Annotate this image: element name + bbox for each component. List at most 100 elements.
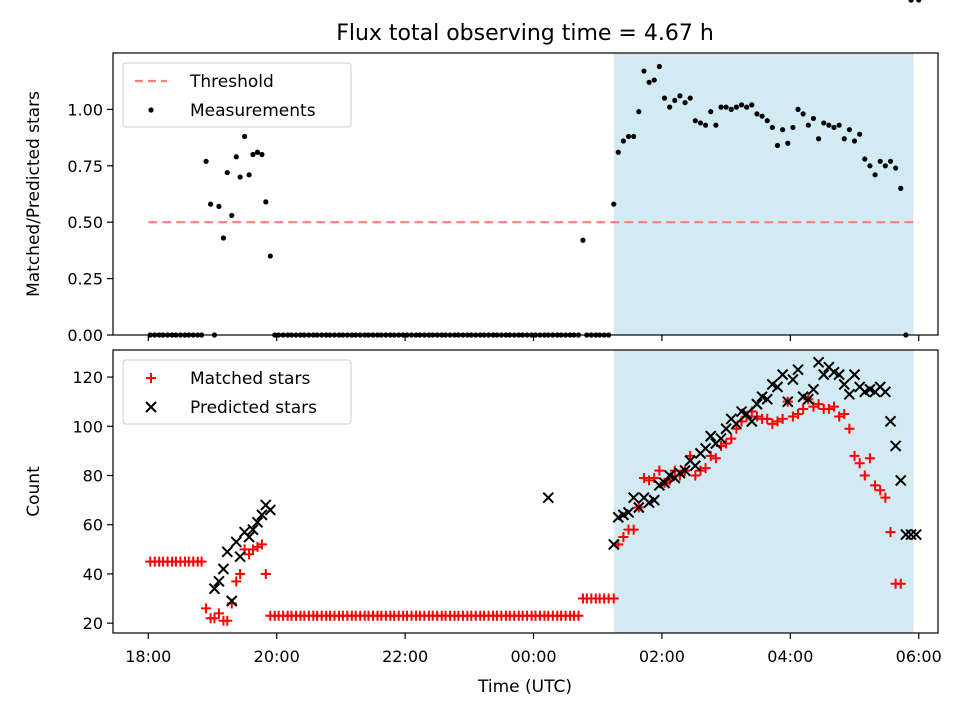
data-point [885,527,896,538]
data-point [628,524,639,535]
data-point [700,463,711,474]
data-point [900,528,912,541]
data-point [821,120,827,126]
data-point [895,474,907,487]
data-point [720,423,732,435]
data-point [846,127,853,133]
data-point [843,388,856,401]
data-point [908,0,914,3]
y-tick-label: 0.50 [67,213,103,232]
data-point [608,538,620,551]
data-point [761,393,773,405]
data-point [217,563,230,575]
data-point [267,253,273,259]
data-point [826,122,832,128]
data-point [685,450,696,461]
data-point [208,582,221,595]
axes-frame [112,52,939,336]
data-point [864,453,875,464]
data-point [661,95,668,101]
data-point [841,136,847,142]
data-point [695,465,706,476]
data-point [708,109,714,115]
ratio-panel: 0.00 0.25 0.50 0.75 1.00 Matched/Predicted st… [24,0,939,345]
data-point [787,373,799,386]
data-point [887,158,894,164]
data-point [898,185,904,191]
data-point [746,415,758,428]
data-point [812,356,825,369]
data-point [625,133,632,140]
data-point [749,102,755,108]
data-point [854,458,865,469]
data-point [672,97,678,103]
data-point [702,122,709,128]
data-point [256,509,268,521]
y-tick-label: 1.00 [67,100,103,119]
data-point [201,603,212,614]
data-point [733,104,740,110]
data-point [805,122,811,128]
data-point [687,95,693,101]
y-tick-label: 40 [83,565,103,584]
data-point [740,408,753,420]
data-point [615,149,621,155]
legend-label: Threshold [189,72,274,92]
legend-box [122,359,352,425]
data-point [810,115,817,122]
data-point [230,536,242,548]
data-point [836,122,842,128]
data-point [798,404,809,415]
data-point [782,395,794,408]
data-point [254,149,261,155]
data-point [573,610,584,621]
data-point [196,556,207,567]
data-point [646,79,652,85]
x-tick-label: 04:00 [767,647,813,666]
data-point [209,613,220,624]
data-point [242,133,248,140]
data-point [654,465,665,476]
data-point [774,142,781,149]
x-tick-label: 06:00 [896,647,942,666]
data-point [226,595,238,607]
data-point [264,504,277,516]
data-point [620,138,627,144]
data-point [802,393,815,405]
data-point [834,411,845,422]
data-point [795,106,801,112]
legend-swatch-plus [146,373,156,383]
data-point [738,102,745,108]
data-point [247,523,259,536]
observing-window-shade [613,350,914,633]
series-predicted-stars [208,356,922,607]
data-point [221,546,233,558]
data-point [848,368,861,381]
data-point [263,199,269,205]
data-point [764,118,770,124]
data-point [246,172,252,178]
data-point [893,165,899,171]
data-point [710,453,721,464]
data-point [651,77,657,83]
legend-label: Predicted stars [190,398,317,418]
data-point [203,158,209,164]
data-point [879,386,892,398]
data-point [243,531,255,543]
data-point [807,383,820,396]
x-tick-label: 22:00 [382,647,428,666]
data-point [213,608,224,619]
data-point [839,408,850,419]
data-point [658,477,671,489]
y-tick-label: 0.25 [67,270,103,289]
data-point [631,133,637,140]
legend-label: Measurements [190,101,316,121]
data-point [910,528,922,541]
x-tick-label: 00:00 [510,647,556,666]
data-point [870,480,881,491]
data-point [751,398,763,410]
data-point [851,138,858,144]
data-point [813,399,824,410]
data-point [580,237,586,243]
data-point [754,111,760,117]
